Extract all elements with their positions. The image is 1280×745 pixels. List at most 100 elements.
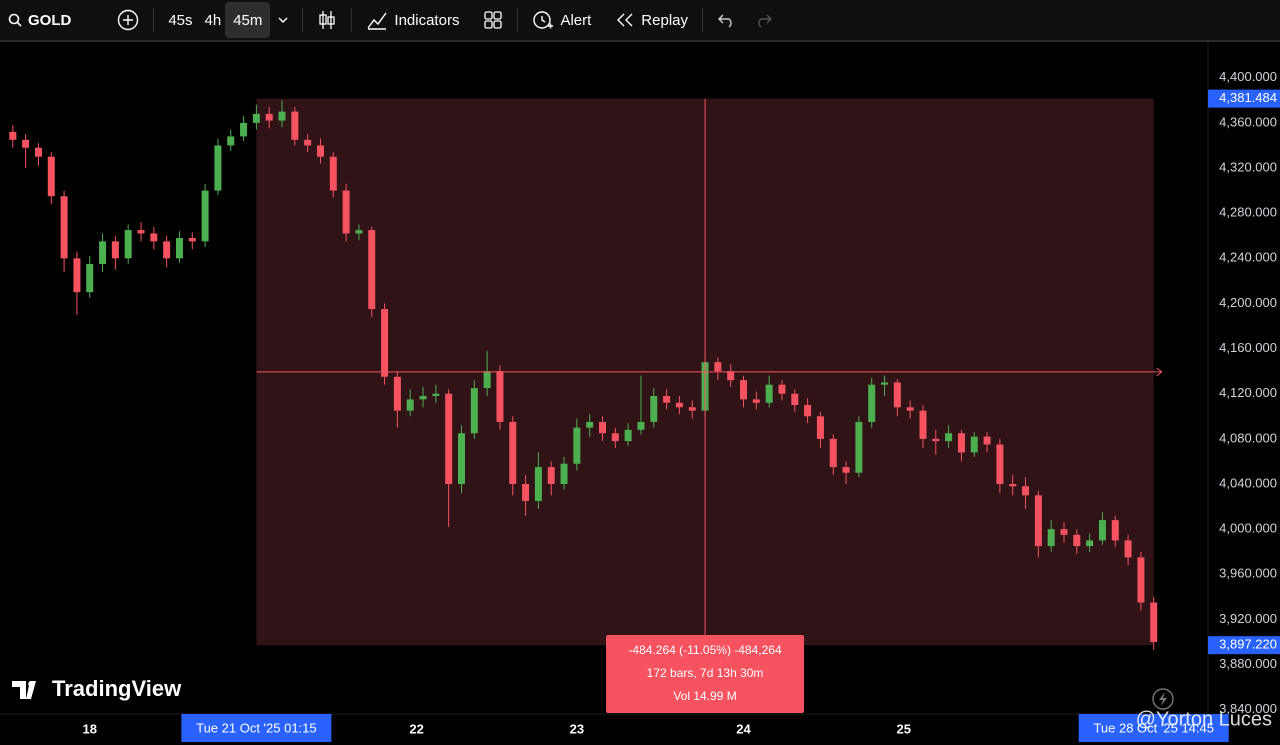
x-tick-label: 24 [736,721,751,736]
redo[interactable] [745,2,781,38]
user-watermark: @Yorton Luces [1136,708,1272,730]
interval[interactable]: 45s [168,11,193,29]
candle-body [957,433,965,453]
y-tick-label: 4,160.000 [1219,340,1277,355]
candle-body [329,156,337,191]
candle-body [419,395,427,400]
interval[interactable]: 4h [204,11,222,29]
measure-line: Vol 14.99 M [673,689,736,703]
candle-body [368,230,376,310]
x-tick-label: 22 [409,721,423,736]
x-tick-label: 23 [570,721,584,736]
candle-body [932,438,940,442]
y-tick-label: 4,400.000 [1219,69,1277,84]
candle-body [1124,540,1132,558]
candle-body [778,384,786,394]
candle-body [291,111,299,140]
candle-body [714,362,722,372]
toolbar: GOLD 45s 4h 45m Indicators Alert Replay [0,0,1280,42]
candle-body [675,402,683,408]
price-marker [1208,89,1280,108]
time-marker [1078,714,1229,742]
chart: TradingView 3,840.000 3,880.000 3,920.000 3… [0,42,1280,745]
measure-line: -484.264 (-11.05%) -484,264 [628,643,782,657]
time-marker [181,714,332,742]
measure-line: 172 bars, 7d 13h 30m [647,666,764,680]
indicators-button[interactable]: Indicators [358,2,467,38]
candle-body [432,393,440,396]
layouts[interactable] [475,2,511,38]
plus-icon [118,9,139,31]
candle-body [150,233,158,242]
redo-icon [758,14,772,28]
interval-menu[interactable] [270,2,296,38]
candle-body [175,237,183,259]
search-icon [8,13,22,27]
indicators-icon [367,12,387,30]
candle-body [111,241,119,259]
candle-body [573,427,581,464]
y-tick-label: 4,360.000 [1219,114,1277,129]
candle-body [47,156,55,197]
y-tick-label: 3,920.000 [1219,611,1277,626]
candle-body [60,196,68,259]
candle-body [881,382,889,385]
candle-body [752,399,760,403]
symbol-search[interactable]: GOLD [0,2,79,38]
candle-body [906,407,914,411]
symbol: GOLD [28,11,72,29]
price-marker [1208,636,1280,655]
separator [517,8,519,32]
candle-body [457,433,465,485]
alert-icon [533,11,554,29]
y-tick-label: 4,120.000 [1219,385,1277,400]
chart-type[interactable] [309,2,345,38]
candle-body [406,399,414,411]
candle-body [163,241,171,259]
candle-body [522,484,530,501]
candle-body [278,111,286,121]
tv-logo-text: TradingView [52,676,182,701]
candle-body [740,380,748,400]
candle-body [599,421,606,434]
candle-body [919,410,927,439]
y-tick-label: 3,880.000 [1219,656,1277,671]
candle-body [509,421,517,485]
compare[interactable] [109,2,147,38]
candle-body [1009,484,1017,487]
candle-body [560,463,568,485]
price-marker-label: 4,381.484 [1219,90,1277,105]
y-tick-label: 3,840.000 [1219,701,1277,716]
x-tick-label: 18 [82,721,96,736]
separator [153,8,155,32]
candle-body [547,467,555,485]
candle-body [355,230,363,234]
candle-body [611,433,619,442]
replay-button[interactable]: Replay [607,2,696,38]
tv-logo [12,681,36,699]
candle-body [829,438,837,468]
time-marker-label: Tue 21 Oct '25 01:15 [196,720,317,735]
candle-body [445,393,453,485]
candle-body [252,113,260,123]
candle-body [842,467,850,473]
undo[interactable] [709,2,745,38]
crosshair-arrow [1156,367,1163,377]
candle-body [214,145,222,191]
time-marker-label: Tue 28 Oct '25 14:45 [1093,720,1214,735]
candle-body [9,131,17,140]
interval-selected[interactable]: 45m [225,2,271,38]
candle-body [586,421,594,428]
candle-body [996,444,1004,485]
indicators-label: Indicators [394,11,460,29]
candle-body [791,393,799,406]
candles-icon [319,11,336,29]
measure-box [606,635,805,713]
candle-body [99,241,107,264]
price-axis-bg [1208,42,1280,714]
alert-button[interactable]: Alert [524,2,599,38]
candle-body [983,436,991,445]
lightning-button[interactable] [1152,688,1174,710]
candle-body [945,433,953,442]
y-tick-label: 4,240.000 [1219,250,1277,265]
